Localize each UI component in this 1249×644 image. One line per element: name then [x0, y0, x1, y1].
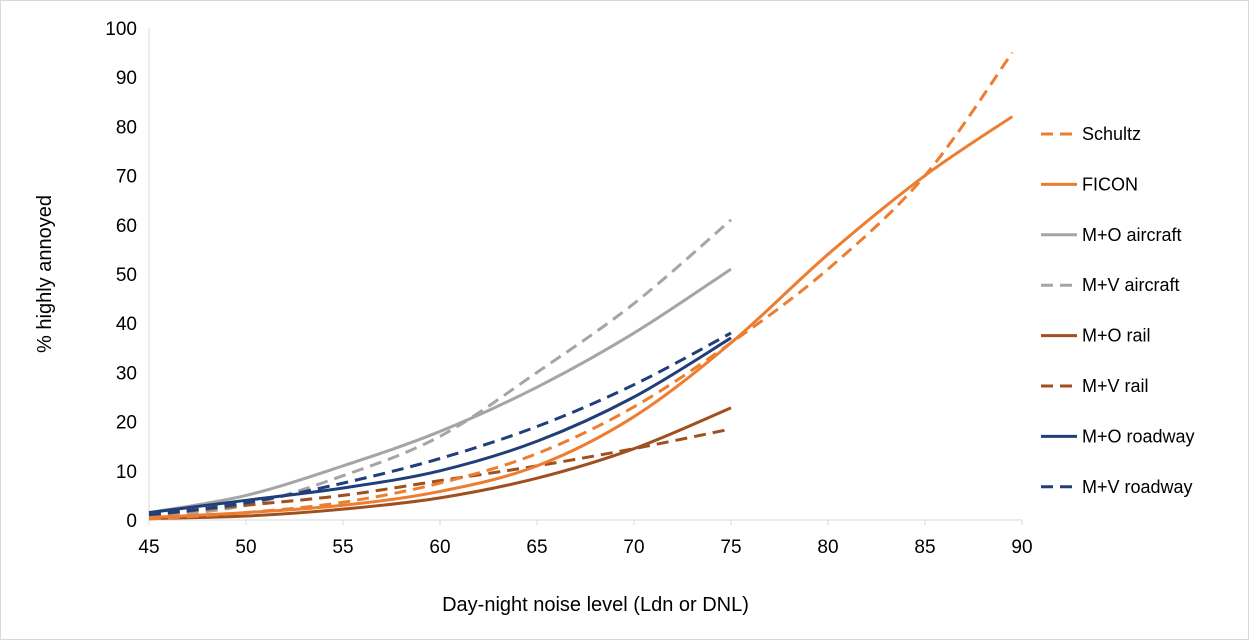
x-tick-label: 90 [1011, 537, 1032, 558]
y-tick-label: 50 [116, 265, 137, 286]
y-tick-label: 100 [105, 19, 137, 40]
x-tick-label: 60 [429, 537, 450, 558]
legend-item: M+V roadway [1041, 477, 1193, 497]
x-tick-label: 70 [623, 537, 644, 558]
legend-label: FICON [1082, 174, 1138, 194]
series-lines [148, 51, 1014, 521]
legend-item: M+O aircraft [1041, 225, 1182, 245]
legend-label: M+O roadway [1082, 426, 1195, 446]
y-tick-label: 0 [126, 511, 137, 532]
y-tick-label: 40 [116, 314, 137, 335]
axes [148, 28, 1022, 521]
series-line-schultz [148, 51, 1014, 521]
y-tick-label: 20 [116, 413, 137, 434]
x-tick-label: 75 [720, 537, 741, 558]
x-tick-label: 45 [138, 537, 159, 558]
legend-item: M+V rail [1041, 376, 1149, 396]
y-tick-labels: 0 10 20 30 40 50 60 70 80 90 100 [105, 19, 137, 532]
legend-item: M+V aircraft [1041, 275, 1180, 295]
x-tick-labels: 45 50 55 60 65 70 75 80 85 90 [138, 520, 1033, 558]
series-line-m-o-roadway [148, 336, 732, 515]
legend-label: M+O rail [1082, 326, 1151, 346]
legend-item: M+O roadway [1041, 426, 1195, 446]
y-tick-label: 80 [116, 117, 137, 138]
series-line-ficon [148, 115, 1014, 520]
legend-item: M+O rail [1041, 326, 1151, 346]
y-tick-label: 10 [116, 462, 137, 483]
series-line-m-o-rail [148, 406, 732, 521]
legend-label: M+V rail [1082, 376, 1149, 396]
y-tick-label: 60 [116, 216, 137, 237]
y-tick-label: 70 [116, 167, 137, 188]
x-tick-label: 85 [914, 537, 935, 558]
legend-label: M+V aircraft [1082, 275, 1180, 295]
x-tick-label: 80 [817, 537, 838, 558]
x-axis-title: Day-night noise level (Ldn or DNL) [442, 594, 749, 616]
y-tick-label: 90 [116, 68, 137, 89]
legend-item: FICON [1041, 174, 1138, 194]
series-line-m-v-roadway [148, 331, 732, 517]
series-line-m-v-aircraft [148, 218, 732, 520]
legend-item: Schultz [1041, 124, 1141, 144]
series-line-m-v-rail [148, 427, 732, 517]
x-tick-label: 50 [235, 537, 256, 558]
x-tick-label: 55 [332, 537, 353, 558]
x-tick-label: 65 [526, 537, 547, 558]
y-tick-label: 30 [116, 363, 137, 384]
y-axis-title: % highly annoyed [34, 195, 56, 353]
legend-label: M+V roadway [1082, 477, 1193, 497]
legend-label: M+O aircraft [1082, 225, 1182, 245]
legend: Schultz FICON M+O aircraft M+V aircraft M+O … [1041, 124, 1195, 497]
series-line-m-o-aircraft [148, 267, 732, 515]
legend-label: Schultz [1082, 124, 1141, 144]
